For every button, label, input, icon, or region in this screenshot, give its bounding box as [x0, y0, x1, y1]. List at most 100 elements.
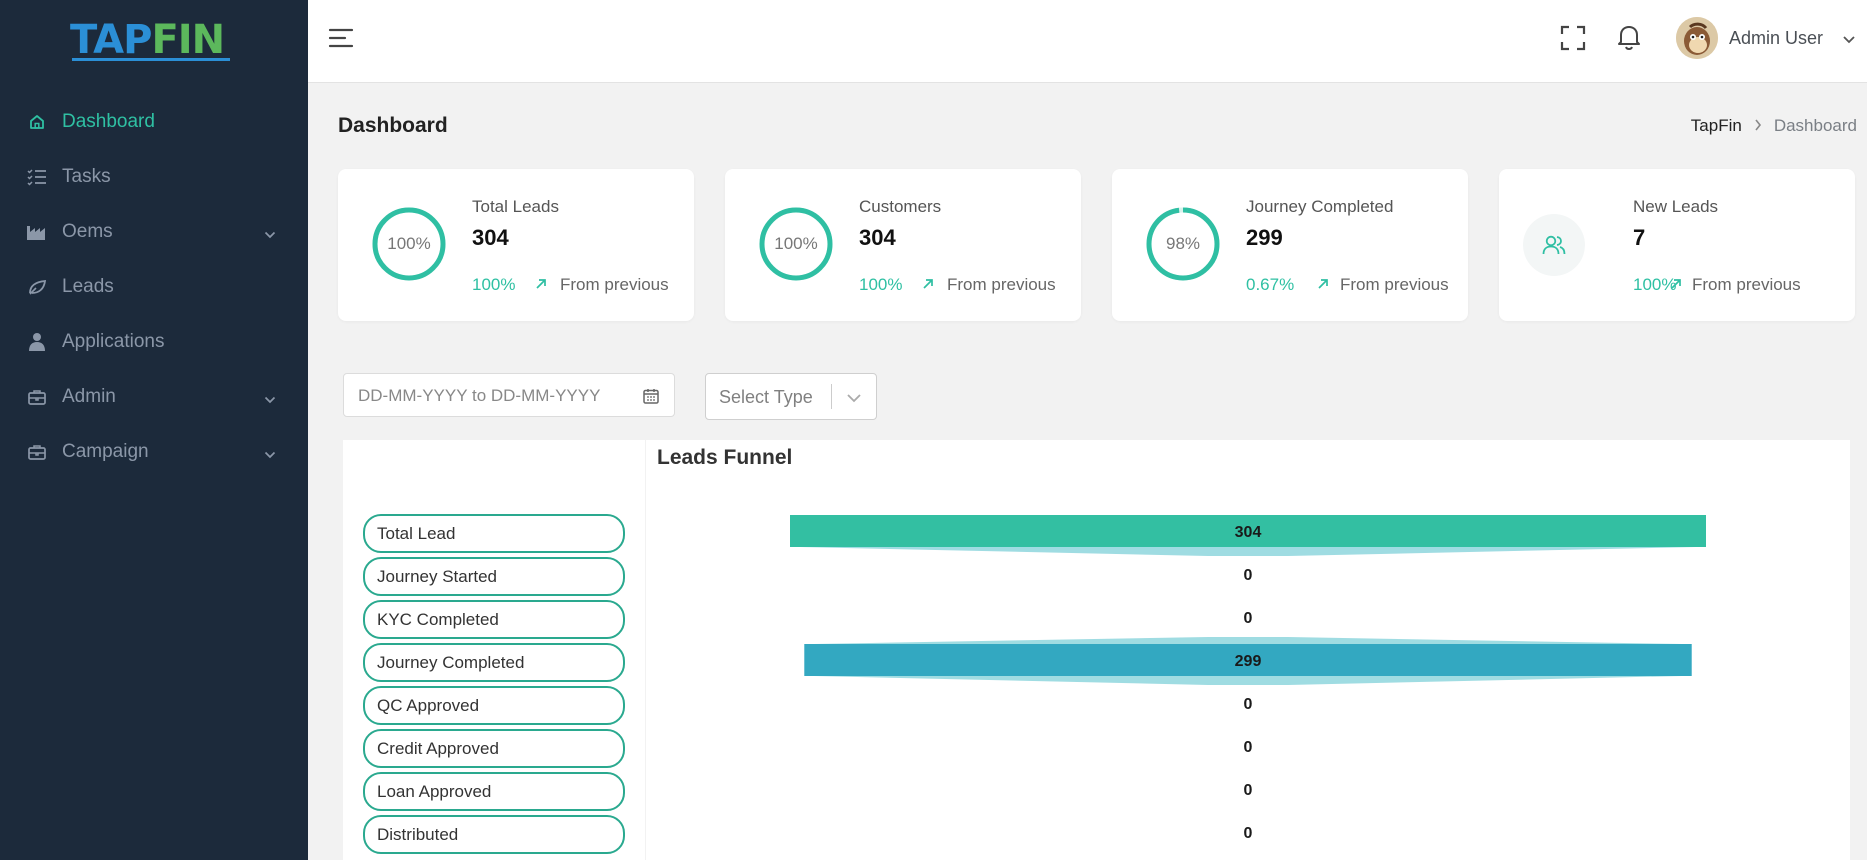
chevron-down-icon[interactable] — [846, 391, 862, 409]
funnel-title: Leads Funnel — [657, 446, 793, 469]
funnel-value-label: 0 — [1244, 610, 1253, 627]
funnel-value-label: 0 — [1244, 825, 1253, 842]
menu-toggle-icon[interactable] — [328, 26, 354, 55]
sidebar-item-label: Applications — [62, 330, 165, 352]
stat-title: Journey Completed — [1246, 197, 1394, 216]
stat-change-caption: From previous — [560, 275, 669, 294]
sidebar-item-label: Admin — [62, 385, 116, 407]
funnel-value-label: 0 — [1244, 696, 1253, 713]
arrow-up-right-icon — [1669, 277, 1683, 296]
stat-card: 98% Journey Completed 299 0.67% From previou… — [1112, 169, 1468, 321]
funnel-bar[interactable] — [804, 644, 1692, 676]
users-icon — [1523, 214, 1585, 276]
page-title: Dashboard — [338, 114, 448, 137]
funnel-stage-journey-started[interactable]: Journey Started — [363, 557, 625, 596]
home-icon — [26, 111, 48, 133]
sidebar-item-oems[interactable]: Oems — [0, 204, 308, 259]
chevron-down-icon — [264, 223, 276, 245]
stat-change-caption: From previous — [1692, 275, 1801, 294]
chevron-down-icon[interactable] — [1842, 32, 1856, 50]
user-icon — [26, 331, 48, 353]
avatar[interactable] — [1676, 17, 1718, 59]
funnel-bar[interactable] — [790, 515, 1706, 547]
funnel-stage-kyc-completed[interactable]: KYC Completed — [363, 600, 625, 639]
progress-ring — [372, 207, 446, 281]
sidebar-item-dashboard[interactable]: Dashboard — [0, 94, 308, 149]
stat-change-percent: 100% — [472, 275, 516, 294]
bell-icon[interactable] — [1616, 23, 1642, 56]
sidebar-item-campaign[interactable]: Campaign — [0, 424, 308, 479]
funnel-connector — [814, 637, 1682, 644]
arrow-up-right-icon — [1316, 277, 1330, 296]
stat-card: New Leads 7 100% From previous — [1499, 169, 1855, 321]
briefcase-icon — [26, 386, 48, 408]
briefcase-icon — [26, 441, 48, 463]
funnel-stage-credit-approved[interactable]: Credit Approved — [363, 729, 625, 768]
chevron-down-icon — [264, 388, 276, 410]
stat-value: 299 — [1246, 225, 1283, 250]
progress-ring — [1146, 207, 1220, 281]
funnel-stage-journey-completed[interactable]: Journey Completed — [363, 643, 625, 682]
chevron-down-icon — [264, 443, 276, 465]
sidebar-item-applications[interactable]: Applications — [0, 314, 308, 369]
progress-ring-label: 98% — [1165, 234, 1201, 253]
date-range-placeholder: DD-MM-YYYY to DD-MM-YYYY — [358, 386, 601, 405]
progress-ring — [759, 207, 833, 281]
breadcrumb-current: Dashboard — [1773, 116, 1857, 135]
sidebar-item-admin[interactable]: Admin — [0, 369, 308, 424]
sidebar-item-label: Campaign — [62, 440, 149, 462]
funnel-stage-distributed[interactable]: Distributed — [363, 815, 625, 854]
date-range-input[interactable]: DD-MM-YYYY to DD-MM-YYYY — [343, 373, 675, 417]
funnel-stage-qc-approved[interactable]: QC Approved — [363, 686, 625, 725]
sidebar-item-label: Dashboard — [62, 110, 155, 132]
stat-change-percent: 100% — [859, 275, 903, 294]
stat-title: Customers — [859, 197, 942, 216]
sidebar-item-leads[interactable]: Leads — [0, 259, 308, 314]
funnel-stage-list: Total Lead Journey Started KYC Completed Jo… — [343, 440, 645, 860]
stat-value: 304 — [859, 225, 896, 250]
tapfin-logo[interactable]: TAPFIN — [70, 16, 230, 64]
topbar: Admin User — [308, 0, 1867, 83]
sidebar-item-tasks[interactable]: Tasks — [0, 149, 308, 204]
stat-card: 100% Total Leads 304 100% From previous — [338, 169, 694, 321]
funnel-connector — [814, 676, 1682, 685]
funnel-stage-total-lead[interactable]: Total Lead — [363, 514, 625, 553]
stat-title: Total Leads — [472, 197, 559, 216]
funnel-svg: 304 0 0 299 0 0 0 0 — [790, 515, 1706, 842]
stat-title: New Leads — [1633, 197, 1719, 216]
sidebar-item-label: Tasks — [62, 165, 111, 187]
stat-change-caption: From previous — [1340, 275, 1449, 294]
leaf-icon — [26, 276, 48, 298]
funnel-stage-loan-approved[interactable]: Loan Approved — [363, 772, 625, 811]
funnel-value-label: 0 — [1244, 739, 1253, 756]
arrow-up-right-icon — [921, 277, 935, 296]
sidebar-nav: Dashboard Tasks Oems Leads Applications Admin… — [0, 94, 308, 479]
select-type-dropdown[interactable]: Select Type — [705, 373, 877, 420]
sidebar-item-label: Leads — [62, 275, 114, 297]
sidebar-item-label: Oems — [62, 220, 113, 242]
select-type-placeholder: Select Type — [719, 387, 813, 407]
breadcrumb-chevron-icon — [1754, 118, 1762, 134]
progress-ring-label: 100% — [774, 234, 818, 253]
list-icon — [26, 166, 48, 188]
sidebar: TAPFIN Dashboard Tasks Oems Leads Applicatio… — [0, 0, 308, 860]
breadcrumb: TapFin Dashboard — [1691, 116, 1857, 136]
stat-value: 304 — [472, 225, 509, 250]
fullscreen-icon[interactable] — [1560, 25, 1586, 56]
select-divider — [831, 384, 832, 409]
arrow-up-right-icon — [534, 277, 548, 296]
user-name[interactable]: Admin User — [1729, 28, 1824, 48]
progress-ring-label: 100% — [387, 234, 431, 253]
breadcrumb-home[interactable]: TapFin — [1690, 116, 1742, 135]
stat-change-percent: 0.67% — [1246, 275, 1295, 294]
funnel-value-label: 304 — [1235, 524, 1262, 541]
funnel-value-label: 0 — [1244, 782, 1253, 799]
stat-value: 7 — [1633, 225, 1646, 250]
stat-change-caption: From previous — [947, 275, 1056, 294]
funnel-value-label: 0 — [1244, 567, 1253, 584]
stat-change-percent: 100% — [1633, 275, 1677, 294]
leads-funnel-chart: Leads Funnel 304 0 0 299 0 0 0 0 — [646, 440, 1850, 860]
funnel-connector — [800, 547, 1696, 556]
calendar-icon[interactable] — [642, 387, 660, 410]
factory-icon — [26, 221, 48, 243]
